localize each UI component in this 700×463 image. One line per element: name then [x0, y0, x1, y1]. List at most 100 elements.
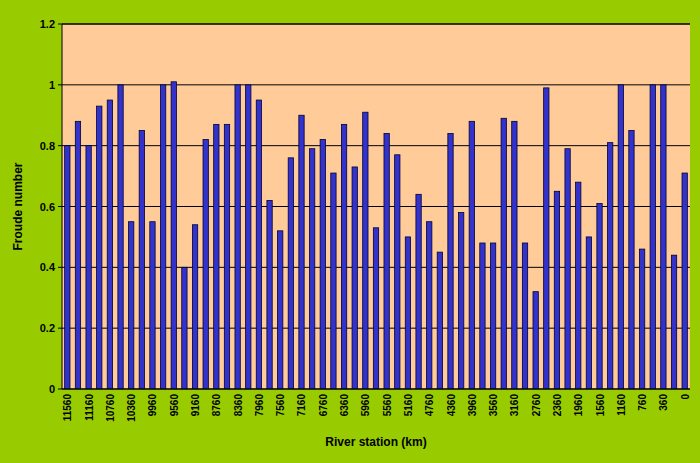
bar	[246, 85, 251, 389]
bar	[363, 112, 368, 389]
bar	[522, 243, 527, 389]
bar	[629, 130, 634, 389]
bar	[608, 143, 613, 389]
x-tick-label: 11560	[62, 394, 73, 422]
bar	[416, 194, 421, 389]
bar	[405, 237, 410, 389]
x-tick-label: 4360	[446, 394, 457, 417]
bar	[480, 243, 485, 389]
bar	[395, 155, 400, 389]
y-tick-label: 0.4	[40, 261, 56, 273]
bar	[129, 222, 134, 389]
x-tick-label: 10760	[105, 394, 116, 422]
grid-line	[62, 206, 690, 207]
x-tick-label: 6760	[318, 394, 329, 417]
x-tick-label: 3160	[509, 394, 520, 417]
x-axis-title: River station (km)	[325, 435, 426, 449]
x-tick-label: 0	[680, 394, 691, 400]
x-tick-label: 2760	[531, 394, 542, 417]
y-tick	[58, 84, 62, 85]
x-tick-label: 10360	[126, 394, 137, 422]
grid-line	[62, 389, 690, 390]
bar	[671, 255, 676, 389]
bar	[150, 222, 155, 389]
bar	[650, 85, 655, 389]
plot-area	[62, 24, 690, 389]
grid-line	[62, 84, 690, 85]
bar	[469, 121, 474, 389]
bar	[160, 85, 165, 389]
bar	[384, 134, 389, 390]
bar	[682, 173, 687, 389]
bar	[427, 222, 432, 389]
x-tick-label: 7160	[296, 394, 307, 417]
bar	[576, 182, 581, 389]
bar	[373, 228, 378, 389]
bar	[331, 173, 336, 389]
bar	[118, 85, 123, 389]
bar	[661, 85, 666, 389]
bar	[299, 115, 304, 389]
y-tick-label: 1.2	[40, 18, 55, 30]
x-tick-label: 1560	[595, 394, 606, 417]
y-tick-label: 1	[49, 79, 55, 91]
bar	[278, 231, 283, 389]
x-tick-label: 5960	[360, 394, 371, 417]
y-axis	[62, 24, 63, 389]
x-tick-label: 360	[658, 394, 669, 411]
x-tick-label: 4760	[424, 394, 435, 417]
x-tick-label: 6360	[339, 394, 350, 417]
bar	[512, 121, 517, 389]
y-tick	[58, 145, 62, 146]
bar	[309, 149, 314, 389]
chart: 00.20.40.60.811.211560111601076010360996…	[0, 0, 700, 463]
grid-line	[62, 24, 690, 25]
bar	[554, 191, 559, 389]
bar	[65, 146, 70, 389]
frame-top	[62, 24, 690, 25]
bar	[597, 203, 602, 389]
bar	[618, 85, 623, 389]
x-tick-label: 3960	[467, 394, 478, 417]
bar	[501, 118, 506, 389]
y-tick-label: 0.8	[40, 140, 55, 152]
bar	[139, 130, 144, 389]
x-tick-label: 5160	[403, 394, 414, 417]
y-tick-label: 0	[49, 383, 55, 395]
x-axis	[62, 389, 690, 390]
grid-line	[62, 145, 690, 146]
bar	[586, 237, 591, 389]
bar	[182, 267, 187, 389]
bar	[352, 167, 357, 389]
bar	[639, 249, 644, 389]
bar	[107, 100, 112, 389]
bar	[544, 88, 549, 389]
x-tick-label: 11160	[84, 394, 95, 421]
bar	[203, 140, 208, 389]
x-tick-label: 2360	[552, 394, 563, 417]
y-tick	[58, 267, 62, 268]
bar	[490, 243, 495, 389]
y-tick	[58, 328, 62, 329]
bar	[256, 100, 261, 389]
x-tick-label: 9160	[190, 394, 201, 417]
x-tick-label: 9560	[169, 394, 180, 417]
bar	[235, 85, 240, 389]
bar	[75, 121, 80, 389]
bar	[341, 124, 346, 389]
bar	[192, 225, 197, 389]
y-tick	[58, 206, 62, 207]
bar	[320, 140, 325, 389]
x-tick-label: 1960	[573, 394, 584, 417]
x-tick-label: 8760	[211, 394, 222, 417]
bar	[565, 149, 570, 389]
x-tick-label: 760	[637, 394, 648, 411]
y-tick	[58, 389, 62, 390]
y-axis-title: Froude number	[11, 162, 25, 250]
bars	[65, 82, 688, 389]
bar	[267, 200, 272, 389]
x-tick-label: 3560	[488, 394, 499, 417]
x-tick-label: 9960	[147, 394, 158, 417]
bar	[288, 158, 293, 389]
bar	[448, 134, 453, 390]
